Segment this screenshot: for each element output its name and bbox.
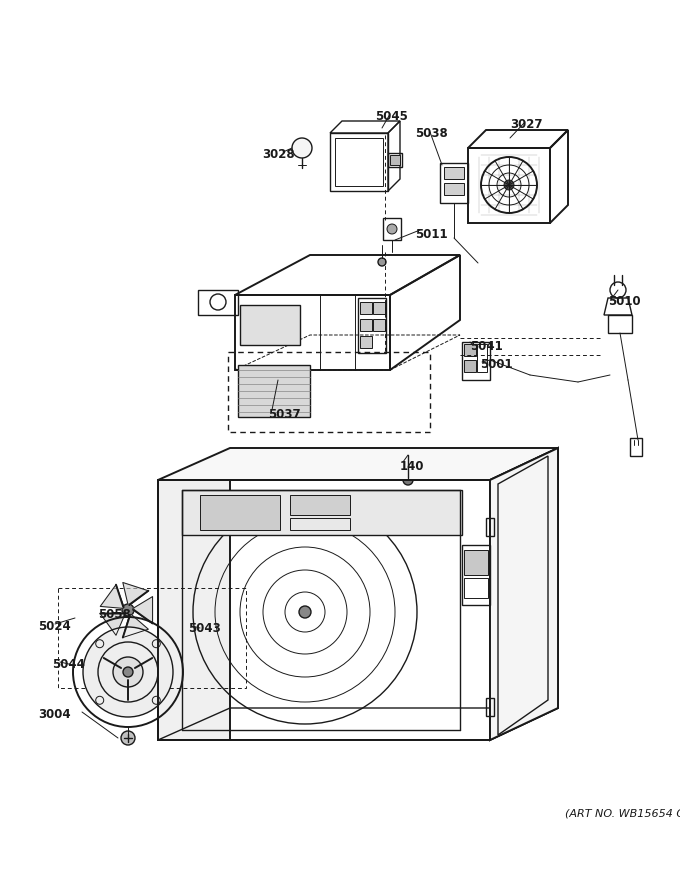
Bar	[464, 550, 488, 575]
Circle shape	[387, 224, 397, 234]
Text: 5044: 5044	[52, 658, 85, 671]
Bar	[440, 163, 468, 203]
Bar	[477, 344, 487, 372]
Text: 5038: 5038	[415, 127, 447, 140]
Bar	[360, 336, 372, 348]
Bar	[608, 315, 632, 333]
Polygon shape	[100, 613, 125, 635]
Bar	[464, 578, 488, 598]
Polygon shape	[158, 448, 558, 480]
Bar	[464, 360, 476, 372]
Text: 3027: 3027	[510, 118, 543, 131]
Polygon shape	[490, 448, 558, 740]
Bar	[373, 302, 385, 314]
Bar	[290, 518, 350, 530]
Bar	[240, 305, 300, 345]
Circle shape	[504, 180, 514, 190]
Circle shape	[299, 606, 311, 618]
Bar	[58, 588, 246, 688]
Text: 5011: 5011	[415, 228, 447, 241]
Circle shape	[83, 627, 173, 717]
Text: 5010: 5010	[608, 295, 641, 308]
Circle shape	[292, 138, 312, 158]
Circle shape	[122, 604, 134, 616]
Bar	[228, 352, 430, 432]
Text: 5024: 5024	[38, 620, 71, 633]
Bar	[330, 133, 388, 191]
Bar	[486, 698, 494, 716]
Bar	[238, 365, 310, 417]
Text: 140: 140	[400, 460, 424, 473]
Bar	[462, 545, 490, 605]
Bar	[468, 148, 550, 223]
Bar	[360, 302, 372, 314]
Bar	[383, 218, 401, 240]
Polygon shape	[123, 614, 148, 637]
Text: 3004: 3004	[38, 708, 71, 721]
Bar	[388, 153, 402, 167]
Bar	[444, 183, 464, 195]
Bar	[335, 138, 383, 186]
Polygon shape	[123, 583, 148, 605]
Bar	[630, 438, 642, 456]
Bar	[290, 495, 350, 515]
Bar	[390, 155, 400, 165]
Text: 5043: 5043	[188, 622, 221, 635]
Bar	[373, 319, 385, 331]
Bar	[360, 319, 372, 331]
Text: 5041: 5041	[470, 340, 503, 353]
Text: (ART NO. WB15654 C3): (ART NO. WB15654 C3)	[565, 808, 680, 818]
Circle shape	[403, 475, 413, 485]
Bar	[200, 495, 280, 530]
Circle shape	[123, 667, 133, 677]
Circle shape	[113, 657, 143, 687]
Bar	[462, 342, 490, 380]
Polygon shape	[158, 480, 230, 740]
Circle shape	[121, 731, 135, 745]
Text: 5045: 5045	[375, 110, 408, 123]
Polygon shape	[133, 597, 152, 623]
Text: 5058: 5058	[98, 608, 131, 621]
Text: 3028: 3028	[262, 148, 294, 161]
Bar	[464, 344, 476, 356]
Bar	[358, 298, 386, 353]
Bar	[444, 167, 464, 179]
Polygon shape	[100, 584, 124, 608]
Bar	[182, 490, 462, 535]
Bar	[486, 518, 494, 536]
Text: 5001: 5001	[480, 358, 513, 371]
Circle shape	[378, 258, 386, 266]
Text: 5037: 5037	[268, 408, 301, 421]
